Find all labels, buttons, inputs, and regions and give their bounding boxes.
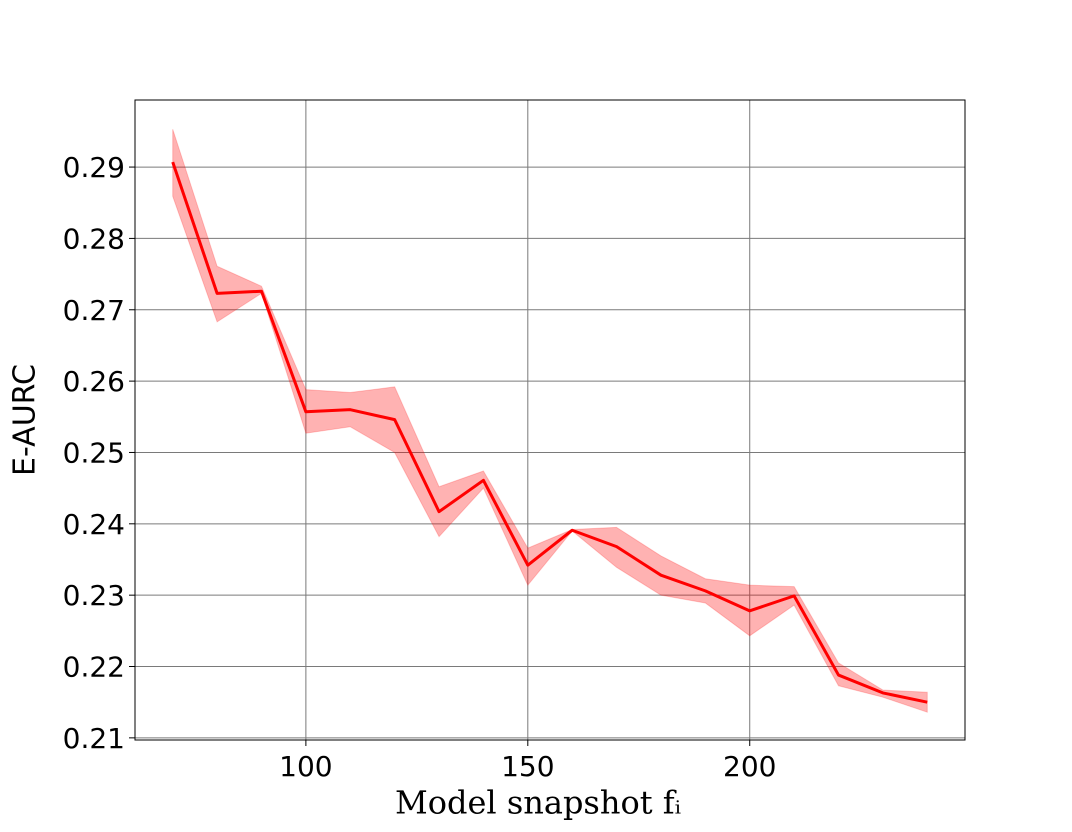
y-tick-label: 0.26 (63, 365, 125, 398)
y-tick-label: 0.21 (63, 722, 125, 755)
x-tick-label: 100 (279, 750, 332, 783)
plot-frame (134, 99, 966, 741)
y-tick-label: 0.23 (63, 579, 125, 612)
line (171, 161, 928, 704)
y-tick-label: 0.28 (63, 222, 125, 255)
x-tick-label: 200 (723, 750, 776, 783)
error-band (172, 129, 928, 713)
x-tick-label: 150 (501, 750, 554, 783)
y-axis-label: E-AURC (8, 364, 43, 476)
x-axis-label: Model snapshot fᵢ (395, 784, 681, 822)
y-tick-label: 0.22 (63, 651, 125, 684)
y-tick-label: 0.29 (63, 151, 125, 184)
y-tick-label: 0.24 (63, 508, 125, 541)
y-tick-label: 0.27 (63, 294, 125, 327)
y-tick-label: 0.25 (63, 436, 125, 469)
